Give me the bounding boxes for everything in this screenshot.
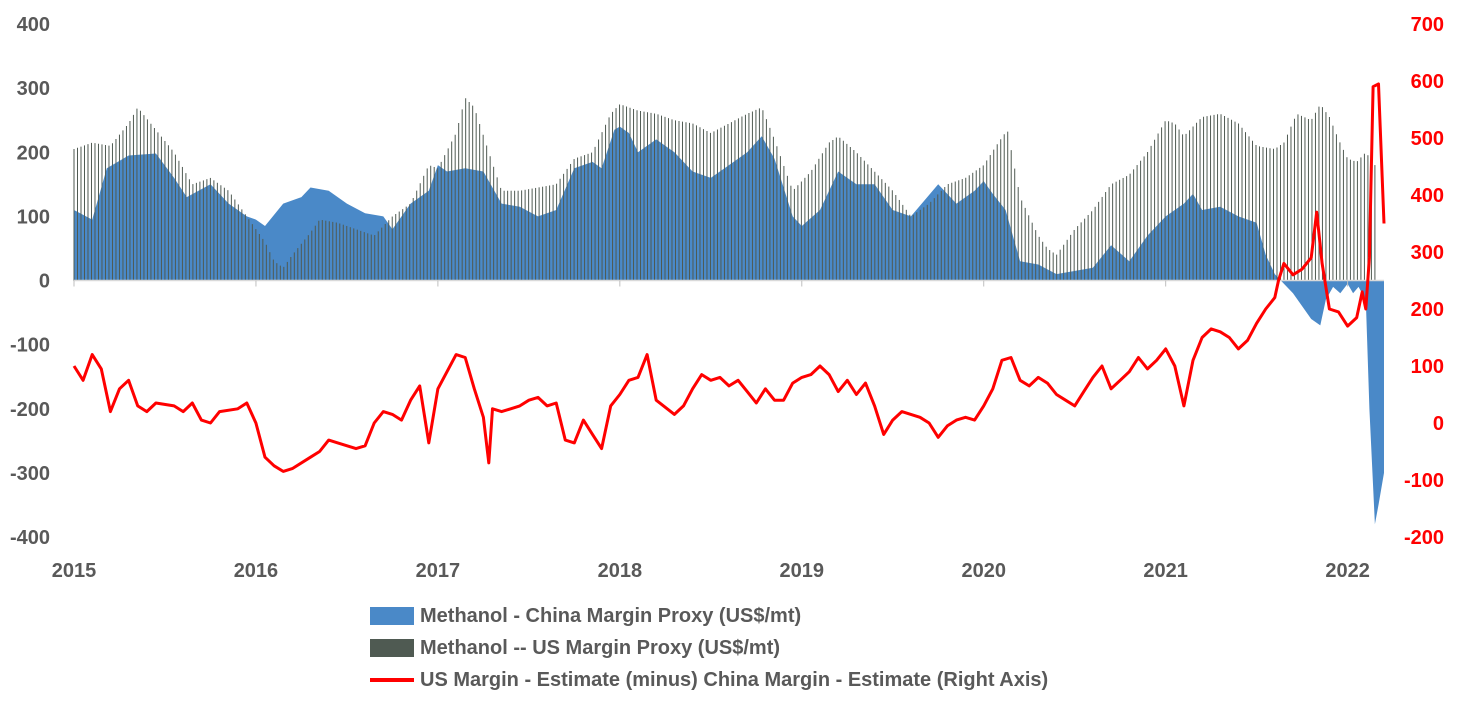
left-axis: 400 300 200 100 0 -100 -200 -300 -400 — [10, 14, 50, 549]
us-margin-series — [73, 98, 1376, 281]
china-margin-area — [74, 126, 1384, 525]
left-tick-label: -300 — [10, 463, 50, 485]
legend-item-spread: US Margin - Estimate (minus) China Margi… — [370, 664, 1048, 696]
right-tick-label: -200 — [1404, 527, 1444, 549]
right-tick-label: 700 — [1411, 14, 1444, 36]
left-tick-label: -200 — [10, 399, 50, 421]
left-tick-label: 300 — [17, 78, 50, 100]
right-tick-label: 300 — [1411, 242, 1444, 264]
spread-line — [72, 82, 1386, 473]
right-axis: 700 600 500 400 300 200 100 0 -100 -200 — [1404, 14, 1444, 549]
spread-series — [72, 82, 1386, 473]
x-tick-label: 2016 — [234, 560, 279, 582]
x-tick-label: 2018 — [598, 560, 643, 582]
right-tick-label: 200 — [1411, 299, 1444, 321]
x-tick-label: 2017 — [416, 560, 461, 582]
legend: Methanol - China Margin Proxy (US$/mt) M… — [370, 600, 1048, 696]
china-margin-series — [74, 126, 1384, 525]
left-tick-label: 200 — [17, 142, 50, 164]
left-tick-label: 100 — [17, 206, 50, 228]
legend-swatch-line — [370, 678, 414, 682]
left-tick-label: -100 — [10, 335, 50, 357]
x-tick-label: 2021 — [1143, 560, 1188, 582]
legend-item-china: Methanol - China Margin Proxy (US$/mt) — [370, 600, 1048, 632]
x-tick-label: 2022 — [1325, 560, 1370, 582]
right-tick-label: 0 — [1433, 413, 1444, 435]
x-tick-label: 2019 — [780, 560, 825, 582]
x-tick-label: 2020 — [961, 560, 1006, 582]
left-tick-label: 400 — [17, 14, 50, 36]
left-tick-label: -400 — [10, 527, 50, 549]
right-tick-label: 500 — [1411, 128, 1444, 150]
legend-swatch-bar — [370, 639, 414, 657]
left-tick-label: 0 — [39, 271, 50, 293]
right-tick-label: -100 — [1404, 470, 1444, 492]
legend-swatch-area — [370, 607, 414, 625]
right-tick-label: 400 — [1411, 185, 1444, 207]
right-tick-label: 100 — [1411, 356, 1444, 378]
legend-label-us: Methanol -- US Margin Proxy (US$/mt) — [420, 636, 781, 659]
legend-item-us: Methanol -- US Margin Proxy (US$/mt) — [370, 632, 1048, 664]
right-tick-label: 600 — [1411, 71, 1444, 93]
legend-label-china: Methanol - China Margin Proxy (US$/mt) — [420, 604, 802, 627]
x-axis: 2015 2016 2017 2018 2019 2020 2021 2022 — [52, 280, 1370, 582]
x-tick-label: 2015 — [52, 560, 97, 582]
legend-label-spread: US Margin - Estimate (minus) China Margi… — [420, 668, 1049, 691]
